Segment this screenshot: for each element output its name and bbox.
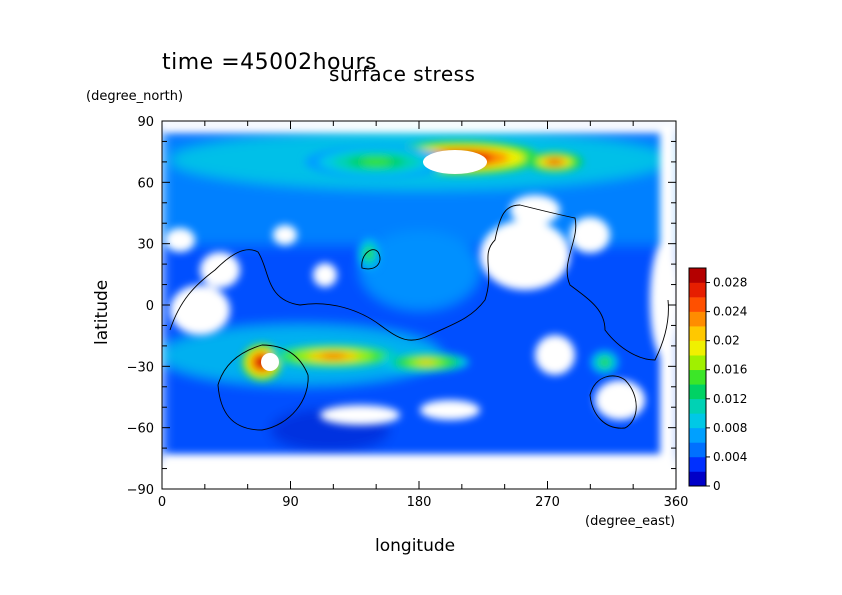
colorbar-tick-label: 0.004 [713,450,747,464]
stress-hotspot [304,145,448,179]
y-tick-label: −30 [127,360,154,375]
stress-hotspot [590,349,619,375]
stress-hotspot [383,352,469,373]
y-tick-label: −60 [127,422,154,437]
y-tick-label: −90 [127,483,154,498]
colorbar-tick-label: 0.028 [713,276,747,290]
colorbar-swatch [689,442,706,458]
y-tick-label: 60 [137,176,154,191]
stress-hotspot [357,237,381,271]
colorbar-swatch [689,369,706,385]
colorbar-swatch [689,326,706,341]
y-tick-label: 30 [137,238,154,253]
x-tick-label: 270 [535,495,560,510]
saturated-core-south [261,353,279,371]
x-tick-label: 0 [158,495,166,510]
colorbar-tick-label: 0 [713,479,721,493]
colorbar-swatch [689,427,706,443]
coastlines [169,204,669,431]
colorbar-swatch [689,413,706,429]
x-tick-label: 180 [407,495,432,510]
y-tick-label: 90 [137,115,154,130]
colorbar-tick-label: 0.012 [713,392,747,406]
colorbar-swatch [689,282,706,298]
x-axis-label: longitude [375,536,456,556]
chart-title: time =45002hours [162,50,377,75]
colorbar-tick-label: 0.024 [713,305,747,319]
colorbar-swatch [689,471,706,487]
colorbar-swatch [689,456,706,472]
colorbar-swatch [689,311,706,327]
colorbar-swatch [689,297,706,312]
y-unit-label: (degree_north) [86,89,184,104]
colorbar-tick-label: 0.008 [713,421,747,435]
chart-subtitle: surface stress [329,62,476,86]
colorbar-swatch [689,355,706,371]
colorbar-tick-label: 0.016 [713,363,747,377]
y-tick-label: 0 [146,299,154,314]
saturated-core-north [423,150,487,174]
x-tick-label: 360 [664,495,689,510]
colorbar-swatch [689,268,706,283]
colorbar-swatch [689,398,706,414]
colorbar: 0.028 0.024 0.02 0.016 0.012 0.008 0.004 0 [688,267,747,493]
x-unit-label: (degree_east) [585,514,676,529]
colorbar-swatch [689,384,706,400]
y-axis-label: latitude [92,279,112,345]
stress-hotspot [526,151,584,173]
colorbar-swatch [689,340,706,356]
stress-hotspot [269,343,398,369]
stress-field [162,121,676,489]
x-tick-label: 90 [282,495,299,510]
colorbar-tick-label: 0.02 [713,334,740,348]
